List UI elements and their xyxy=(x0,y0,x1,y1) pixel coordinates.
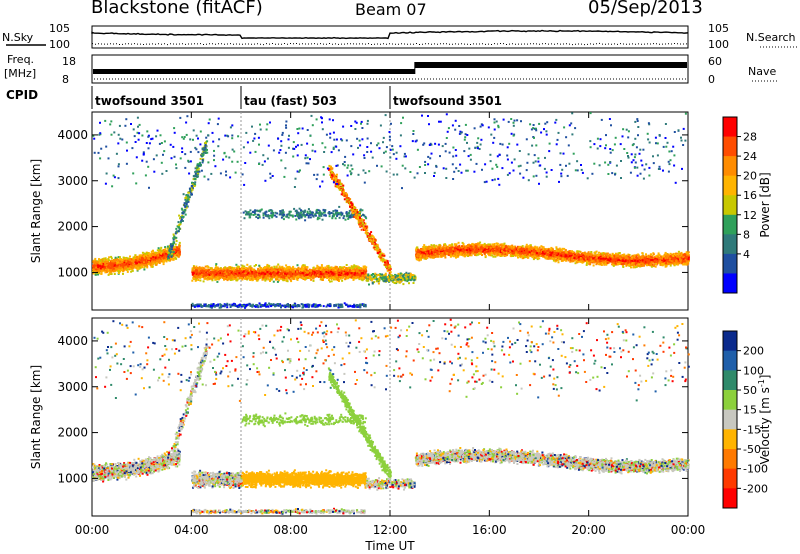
nsky-trace xyxy=(91,29,689,40)
cpid-segment-1: tau (fast) 503 xyxy=(244,94,337,108)
panel-velocity-colorbar-label: Velocity [m s-1] xyxy=(757,375,772,465)
panel-power-cbar-tick-label-3: 16 xyxy=(743,189,757,202)
beam-label: Beam 07 xyxy=(355,0,427,19)
panel-velocity-cbar-tick-label-3: 15 xyxy=(743,404,757,417)
panel-power-colorbar-seg-5 xyxy=(723,214,737,235)
xtick-label-6: 00:00 xyxy=(671,523,706,537)
nsky-tick-low: 100 xyxy=(49,38,70,51)
panel-velocity-colorbar-seg-4 xyxy=(723,409,737,430)
cpid-label: CPID xyxy=(6,88,38,102)
panel-power-colorbar-seg-4 xyxy=(723,195,737,216)
freq-panel-frame xyxy=(91,54,689,84)
nsearch-trace xyxy=(92,42,687,46)
panel-velocity-colorbar-seg-5 xyxy=(723,429,737,450)
freq-tick-high: 18 xyxy=(62,55,76,68)
freq-trace-high xyxy=(414,62,687,68)
xtick-label-4: 16:00 xyxy=(472,523,507,537)
xaxis-label: Time UT xyxy=(364,539,415,553)
freq-tick-low: 8 xyxy=(62,73,69,86)
panel-power-echoes xyxy=(92,112,690,309)
panel-velocity-ytick-label-2: 3000 xyxy=(57,380,88,394)
freq-label: Freq. xyxy=(7,53,34,66)
panel-power-cbar-tick-label-5: 8 xyxy=(743,228,750,241)
panel-power-colorbar-seg-2 xyxy=(723,156,737,177)
panel-power-cbar-tick-label-0: 28 xyxy=(743,131,757,144)
panel-velocity-cbar-tick-label-4: -15 xyxy=(743,423,761,436)
nave-label: Nave xyxy=(748,65,776,78)
panel-velocity-cbar-tick-label-1: 100 xyxy=(743,364,764,377)
nsky-panel-frame xyxy=(91,25,689,49)
panel-power-cbar-tick-label-2: 20 xyxy=(743,170,757,183)
nsearch-tick-low: 100 xyxy=(708,38,729,51)
panel-velocity-colorbar-seg-8 xyxy=(723,488,737,509)
panel-power-colorbar-seg-3 xyxy=(723,175,737,196)
nsky-tick-high: 105 xyxy=(49,22,70,35)
nsearch-label: N.Search xyxy=(746,31,796,44)
panel-velocity-colorbar-seg-1 xyxy=(723,350,737,371)
panel-velocity-cbar-tick-label-7: -200 xyxy=(743,482,768,495)
panel-velocity-ytick-label-3: 4000 xyxy=(57,334,88,348)
nsearch-tick-high: 105 xyxy=(708,22,729,35)
panel-power-colorbar-label: Power [dB] xyxy=(758,172,772,237)
xtick-label-1: 04:00 xyxy=(174,523,209,537)
cpid-segment-0: twofsound 3501 xyxy=(95,94,204,108)
figure-title: Blackstone (fitACF) xyxy=(91,0,263,18)
panel-power-ylabel: Slant Range [km] xyxy=(29,159,43,263)
panel-velocity-colorbar-seg-0 xyxy=(723,331,737,352)
panel-velocity-cbar-tick-label-6: -100 xyxy=(743,463,768,476)
panel-power-ytick-label-3: 4000 xyxy=(57,128,88,142)
panel-power-colorbar-seg-1 xyxy=(723,136,737,157)
panel-power-ytick-label-0: 1000 xyxy=(57,265,88,279)
panel-power-colorbar-seg-8 xyxy=(723,273,737,294)
panel-power-colorbar-seg-6 xyxy=(723,234,737,255)
panel-velocity-cbar-tick-label-2: 50 xyxy=(743,384,757,397)
freq-unit-label: [MHz] xyxy=(4,67,36,80)
date-label: 05/Sep/2013 xyxy=(588,0,703,18)
panel-power-cbar-tick-label-6: 4 xyxy=(743,248,750,261)
panel-power-cbar-tick-label-1: 24 xyxy=(743,150,757,163)
freq-trace-low xyxy=(93,69,415,74)
panel-power-cbar-tick-label-4: 12 xyxy=(743,209,757,222)
panel-power-colorbar-frame xyxy=(722,116,738,294)
panel-velocity-ytick-label-0: 1000 xyxy=(57,471,88,485)
panel-velocity-colorbar-seg-3 xyxy=(723,390,737,411)
panel-power-colorbar-seg-7 xyxy=(723,253,737,274)
panel-velocity-colorbar-frame xyxy=(722,330,738,509)
panel-power-ytick-label-2: 3000 xyxy=(57,174,88,188)
panel-power-colorbar-seg-0 xyxy=(723,117,737,138)
panel-power-ytick-label-1: 2000 xyxy=(57,220,88,234)
xtick-label-2: 08:00 xyxy=(273,523,308,537)
panel-velocity-cbar-tick-label-0: 200 xyxy=(743,345,764,358)
nsky-label: N.Sky xyxy=(2,31,34,44)
xtick-label-5: 20:00 xyxy=(571,523,606,537)
panel-velocity-colorbar-seg-7 xyxy=(723,468,737,489)
panel-velocity-echoes xyxy=(92,318,690,515)
cpid-segment-2: twofsound 3501 xyxy=(393,94,502,108)
nave-tick-low: 0 xyxy=(708,73,715,86)
xtick-label-3: 12:00 xyxy=(373,523,408,537)
panel-velocity-colorbar-seg-6 xyxy=(723,449,737,470)
panel-velocity-colorbar-seg-2 xyxy=(723,370,737,391)
panel-velocity-ytick-label-1: 2000 xyxy=(57,426,88,440)
panel-velocity-ylabel: Slant Range [km] xyxy=(29,365,43,469)
panel-velocity-cbar-tick-label-5: -50 xyxy=(743,443,761,456)
xtick-label-0: 00:00 xyxy=(75,523,110,537)
nave-tick-high: 60 xyxy=(708,55,722,68)
